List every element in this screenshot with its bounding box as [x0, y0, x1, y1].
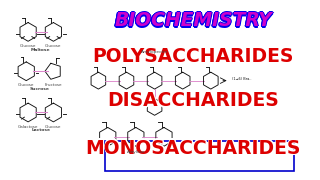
Text: Glucose: Glucose [45, 44, 61, 48]
Text: MONOSACCHARIDES: MONOSACCHARIDES [86, 139, 301, 158]
Text: MONOSACCHARIDES: MONOSACCHARIDES [85, 139, 300, 158]
Text: MONOSACCHARIDES: MONOSACCHARIDES [86, 138, 302, 157]
Text: Amylose: Amylose [126, 150, 145, 154]
Text: DISACCHARIDES: DISACCHARIDES [108, 91, 280, 111]
Text: POLYSACCHARIDES: POLYSACCHARIDES [93, 46, 294, 64]
Text: MONOSACCHARIDES: MONOSACCHARIDES [86, 140, 301, 158]
Text: MONOSACCHARIDES: MONOSACCHARIDES [86, 140, 302, 158]
Text: BIOCHEMISTRY: BIOCHEMISTRY [115, 11, 273, 30]
Text: POLYSACCHARIDES: POLYSACCHARIDES [94, 47, 295, 66]
Text: DISACCHARIDES: DISACCHARIDES [107, 91, 278, 111]
Text: POLYSACCHARIDES: POLYSACCHARIDES [92, 46, 293, 65]
Text: Lactose: Lactose [31, 128, 50, 132]
Text: Amylopectin: Amylopectin [141, 50, 168, 54]
Text: MONOSACCHARIDES: MONOSACCHARIDES [86, 137, 301, 156]
Text: DISACCHARIDES: DISACCHARIDES [108, 92, 280, 111]
Text: Glucose: Glucose [18, 84, 35, 87]
Text: DISACCHARIDES: DISACCHARIDES [108, 91, 280, 111]
Text: MONOSACCHARIDES: MONOSACCHARIDES [87, 139, 302, 158]
Text: MONOSACCHARIDES: MONOSACCHARIDES [85, 139, 300, 158]
Text: DISACCHARIDES: DISACCHARIDES [108, 93, 279, 112]
Text: BIOCHEMISTRY: BIOCHEMISTRY [115, 12, 272, 31]
Text: DISACCHARIDES: DISACCHARIDES [107, 92, 279, 111]
Text: DISACCHARIDES: DISACCHARIDES [108, 91, 280, 110]
Text: DISACCHARIDES: DISACCHARIDES [108, 91, 279, 110]
Text: MONOSACCHARIDES: MONOSACCHARIDES [86, 140, 301, 159]
Text: BIOCHEMISTRY: BIOCHEMISTRY [115, 12, 273, 31]
Text: DISACCHARIDES: DISACCHARIDES [108, 91, 279, 111]
Text: POLYSACCHARIDES: POLYSACCHARIDES [93, 48, 294, 67]
Text: Fructose: Fructose [45, 82, 62, 87]
Text: POLYSACCHARIDES: POLYSACCHARIDES [92, 48, 293, 67]
Text: MONOSACCHARIDES: MONOSACCHARIDES [86, 138, 301, 157]
Text: DISACCHARIDES: DISACCHARIDES [108, 90, 279, 109]
Text: POLYSACCHARIDES: POLYSACCHARIDES [92, 47, 293, 66]
Text: DISACCHARIDES: DISACCHARIDES [108, 92, 279, 111]
Text: POLYSACCHARIDES: POLYSACCHARIDES [93, 48, 294, 67]
Text: BIOCHEMISTRY: BIOCHEMISTRY [116, 11, 273, 30]
Text: Sucrose: Sucrose [30, 87, 50, 91]
Text: BIOCHEMISTRY: BIOCHEMISTRY [115, 11, 272, 30]
Text: BIOCHEMISTRY: BIOCHEMISTRY [115, 11, 272, 30]
Text: BIOCHEMISTRY: BIOCHEMISTRY [115, 10, 272, 29]
Text: MONOSACCHARIDES: MONOSACCHARIDES [86, 139, 302, 158]
Text: POLYSACCHARIDES: POLYSACCHARIDES [92, 47, 293, 66]
Text: Glucose: Glucose [20, 44, 36, 48]
Text: Maltose: Maltose [31, 48, 51, 52]
Text: (1→6) Bra..: (1→6) Bra.. [232, 77, 252, 81]
Text: MONOSACCHARIDES: MONOSACCHARIDES [85, 140, 300, 158]
Text: BIOCHEMISTRY: BIOCHEMISTRY [115, 11, 273, 30]
Text: Galactose: Galactose [18, 125, 38, 129]
Text: POLYSACCHARIDES: POLYSACCHARIDES [93, 46, 295, 65]
Text: BIOCHEMISTRY: BIOCHEMISTRY [114, 11, 272, 30]
Text: POLYSACCHARIDES: POLYSACCHARIDES [93, 47, 294, 66]
Text: DISACCHARIDES: DISACCHARIDES [107, 91, 279, 111]
Text: BIOCHEMISTRY: BIOCHEMISTRY [115, 13, 272, 32]
Text: BIOCHEMISTRY: BIOCHEMISTRY [114, 12, 272, 31]
Text: POLYSACCHARIDES: POLYSACCHARIDES [93, 46, 294, 65]
Text: Glucose: Glucose [45, 125, 61, 129]
Text: DISACCHARIDES: DISACCHARIDES [107, 91, 279, 110]
Text: MONOSACCHARIDES: MONOSACCHARIDES [85, 138, 300, 157]
Text: POLYSACCHARIDES: POLYSACCHARIDES [93, 47, 295, 66]
Text: BIOCHEMISTRY: BIOCHEMISTRY [114, 11, 272, 30]
Text: POLYSACCHARIDES: POLYSACCHARIDES [93, 48, 295, 67]
Text: BIOCHEMISTRY: BIOCHEMISTRY [114, 11, 271, 30]
